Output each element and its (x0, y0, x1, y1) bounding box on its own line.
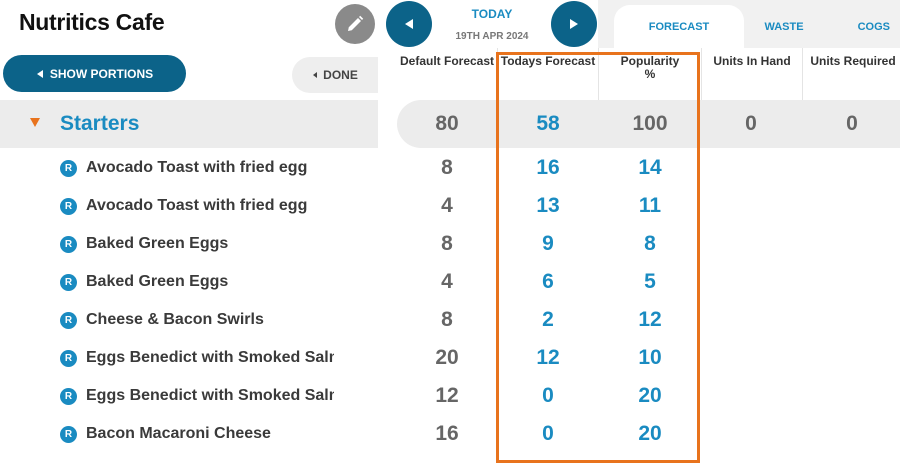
list-item[interactable]: R Eggs Benedict with Smoked Salmon (60, 339, 334, 377)
default-forecast-cell: 8 (441, 156, 453, 179)
todays-forecast-cell[interactable]: 12 (536, 346, 560, 369)
default-forecast-cell: 4 (441, 270, 453, 293)
next-day-button[interactable] (551, 1, 597, 47)
default-forecast-cell: 16 (435, 422, 459, 445)
column-header-todays-forecast: Todays Forecast (500, 54, 596, 68)
done-button[interactable]: DONE (292, 57, 378, 93)
list-item[interactable]: R Avocado Toast with fried egg (60, 187, 334, 225)
list-item[interactable]: R Avocado Toast with fried egg (60, 149, 334, 187)
column-header-popularity: Popularity % (620, 54, 680, 81)
cafe-title: Nutritics Cafe (19, 9, 165, 35)
todays-forecast-cell[interactable]: 9 (542, 232, 554, 255)
category-units-in-hand: 0 (745, 112, 757, 135)
recipe-badge-icon: R (60, 197, 77, 215)
show-portions-button[interactable]: SHOW PORTIONS (3, 55, 186, 92)
today-button[interactable]: TODAY (442, 3, 542, 25)
popularity-cell[interactable]: 12 (638, 308, 662, 331)
category-name: Starters (60, 112, 140, 135)
todays-forecast-cell[interactable]: 16 (536, 156, 560, 179)
recipe-badge-icon: R (60, 425, 77, 443)
pencil-icon (348, 15, 364, 31)
list-item[interactable]: R Cheese & Bacon Swirls (60, 301, 334, 339)
item-name: Avocado Toast with fried egg (86, 197, 308, 214)
list-item[interactable]: R Baked Green Eggs (60, 225, 334, 263)
column-header-default-forecast: Default Forecast (399, 54, 495, 68)
popularity-cell[interactable]: 20 (638, 384, 662, 407)
default-forecast-cell: 8 (441, 308, 453, 331)
item-name: Baked Green Eggs (86, 273, 229, 290)
triangle-left-icon (405, 19, 413, 29)
category-summary-row (397, 100, 900, 148)
popularity-cell[interactable]: 5 (644, 270, 656, 293)
column-header-units-required: Units Required (810, 54, 896, 68)
category-row[interactable] (0, 100, 378, 148)
triangle-left-icon (36, 69, 43, 78)
recipe-badge-icon: R (60, 235, 77, 253)
todays-forecast-cell[interactable]: 0 (542, 384, 554, 407)
popularity-cell[interactable]: 20 (638, 422, 662, 445)
column-divider (701, 48, 702, 100)
edit-button[interactable] (335, 4, 375, 44)
item-name: Avocado Toast with fried egg (86, 159, 308, 176)
recipe-badge-icon: R (60, 349, 77, 367)
category-units-required: 0 (846, 112, 858, 135)
recipe-badge-icon: R (60, 311, 77, 329)
popularity-cell[interactable]: 11 (638, 194, 662, 217)
default-forecast-cell: 12 (435, 384, 459, 407)
default-forecast-cell: 8 (441, 232, 453, 255)
header-left (0, 0, 378, 48)
column-divider (598, 48, 599, 100)
todays-forecast-cell[interactable]: 13 (536, 194, 560, 217)
tab-cogs[interactable]: COGS (857, 20, 890, 33)
show-portions-label: SHOW PORTIONS (49, 66, 154, 81)
default-forecast-cell: 20 (435, 346, 459, 369)
category-todays-forecast: 58 (536, 112, 560, 135)
item-name: Eggs Benedict with Smoked Salmon (86, 349, 334, 366)
popularity-cell[interactable]: 8 (644, 232, 656, 255)
done-label: DONE (323, 68, 358, 82)
item-name: Cheese & Bacon Swirls (86, 311, 264, 328)
recipe-badge-icon: R (60, 273, 77, 291)
column-divider (802, 48, 803, 100)
recipe-badge-icon: R (60, 159, 77, 177)
todays-forecast-cell[interactable]: 2 (542, 308, 554, 331)
list-item[interactable]: R Baked Green Eggs (60, 263, 334, 301)
item-name: Bacon Macaroni Cheese (86, 425, 271, 442)
triangle-left-icon (313, 72, 318, 78)
tab-forecast[interactable]: FORECAST (614, 5, 744, 48)
item-name: Baked Green Eggs (86, 235, 229, 252)
default-forecast-cell: 4 (441, 194, 453, 217)
category-default-forecast: 80 (435, 112, 459, 135)
column-header-units-in-hand: Units In Hand (713, 54, 791, 68)
triangle-right-icon (570, 19, 578, 29)
category-popularity: 100 (632, 112, 668, 135)
todays-forecast-cell[interactable]: 0 (542, 422, 554, 445)
item-name: Eggs Benedict with Smoked Salmon (86, 387, 334, 404)
popularity-cell[interactable]: 10 (638, 346, 662, 369)
current-date: 19TH APR 2024 (455, 31, 529, 42)
recipe-badge-icon: R (60, 387, 77, 405)
todays-forecast-cell[interactable]: 6 (542, 270, 554, 293)
list-item[interactable]: R Bacon Macaroni Cheese (60, 415, 334, 453)
triangle-down-icon[interactable] (30, 118, 40, 127)
tab-waste[interactable]: WASTE (764, 20, 804, 33)
prev-day-button[interactable] (386, 1, 432, 47)
popularity-cell[interactable]: 14 (638, 156, 662, 179)
list-item[interactable]: R Eggs Benedict with Smoked Salmon (60, 377, 334, 415)
